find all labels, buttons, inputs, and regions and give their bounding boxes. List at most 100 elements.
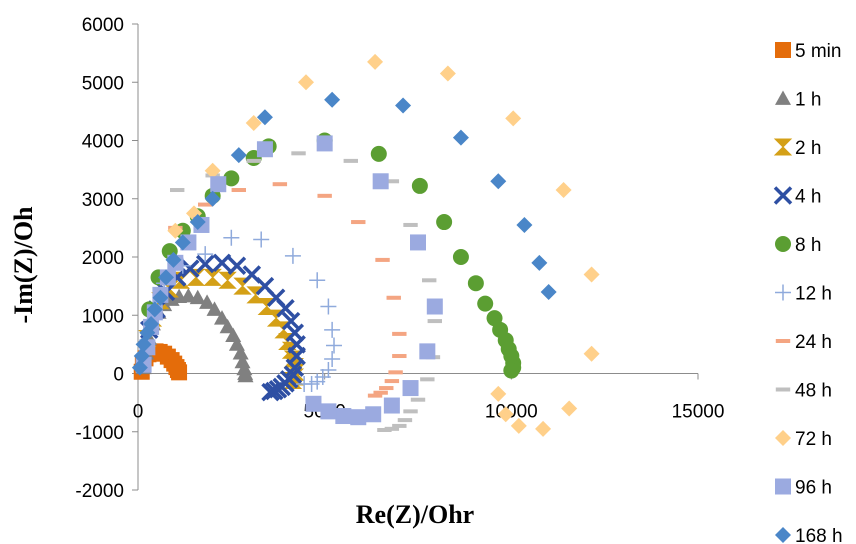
data-point [383,397,400,414]
data-point [189,289,206,305]
data-point [379,386,394,391]
data-point [171,364,188,381]
data-point [397,418,413,423]
y-tick-label: 5000 [82,73,124,94]
legend-marker [775,527,791,543]
data-point [410,234,426,251]
data-point [253,231,270,248]
legend-marker [775,90,791,105]
legend-marker [775,236,791,252]
data-point [291,151,306,156]
data-point [219,318,236,334]
data-point [583,345,600,362]
data-point [167,222,184,239]
data-point [214,310,230,325]
data-point [245,115,262,132]
legend-label: 96 h [795,478,832,499]
data-point [324,350,341,367]
data-point [388,370,403,375]
data-point [503,362,520,379]
data-point [261,382,280,402]
data-point [296,375,313,392]
data-point [535,420,552,437]
data-point [146,301,163,318]
legend-label: 8 h [795,235,821,256]
data-point [272,182,288,187]
data-point [152,289,169,306]
data-point [223,170,240,187]
data-point [317,193,332,198]
data-point [158,269,174,286]
data-point [426,298,443,315]
series-168-h [131,91,557,376]
legend-marker [775,339,791,343]
legend-label: 4 h [795,187,821,208]
data-point [281,311,301,331]
data-point [384,379,400,384]
legend-marker [775,430,791,446]
data-point [384,179,400,184]
series-72-h [167,53,600,437]
legend-label: 2 h [795,138,821,159]
data-point [218,271,237,289]
y-tick-label: 1000 [82,306,124,327]
data-point [143,315,160,332]
data-point [320,403,337,420]
data-point [351,220,366,225]
legend-label: 48 h [795,381,832,402]
data-point [365,406,382,423]
data-point [392,354,407,359]
data-point [230,147,247,164]
legend-label: 1 h [795,90,821,111]
data-point [198,202,213,207]
legend-marker [775,478,791,495]
data-point [411,177,428,194]
data-point [561,400,578,417]
data-point [367,393,383,398]
y-tick-label: 4000 [82,132,124,153]
data-point [427,319,442,324]
data-point [540,283,557,300]
y-tick-label: 0 [113,365,124,386]
legend-label: 168 h [795,526,843,544]
y-tick-label: 6000 [82,15,124,36]
data-point [206,301,223,316]
data-point [204,190,221,207]
x-axis-title: Re(Z)/Ohr [356,500,474,529]
data-point [372,173,389,190]
data-point [516,216,533,233]
data-point [305,395,322,412]
data-point [181,259,200,278]
data-point [204,162,221,179]
data-point [403,222,418,227]
legend-marker [775,387,791,392]
data-point [316,135,333,152]
data-point [370,145,387,162]
data-point [555,182,572,199]
data-point [195,254,215,274]
data-point [439,65,456,82]
data-point [232,345,249,360]
data-point [490,173,507,190]
data-point [583,266,600,283]
data-point [223,229,240,246]
data-point [189,214,206,231]
data-point [246,158,261,163]
data-point [497,406,514,423]
data-point [231,188,246,193]
data-points [131,53,600,437]
data-point [265,381,284,401]
data-point [386,295,401,300]
series-4-h [139,253,306,402]
data-point [309,272,326,289]
data-point [403,409,418,414]
legend-label: 24 h [795,332,832,353]
data-point [422,278,437,283]
legend-marker [775,284,791,301]
data-point [324,321,341,338]
x-tick-label: 0 [133,402,144,423]
data-point [227,256,247,275]
data-point [186,268,206,286]
data-point [452,129,469,146]
data-point [276,299,295,318]
